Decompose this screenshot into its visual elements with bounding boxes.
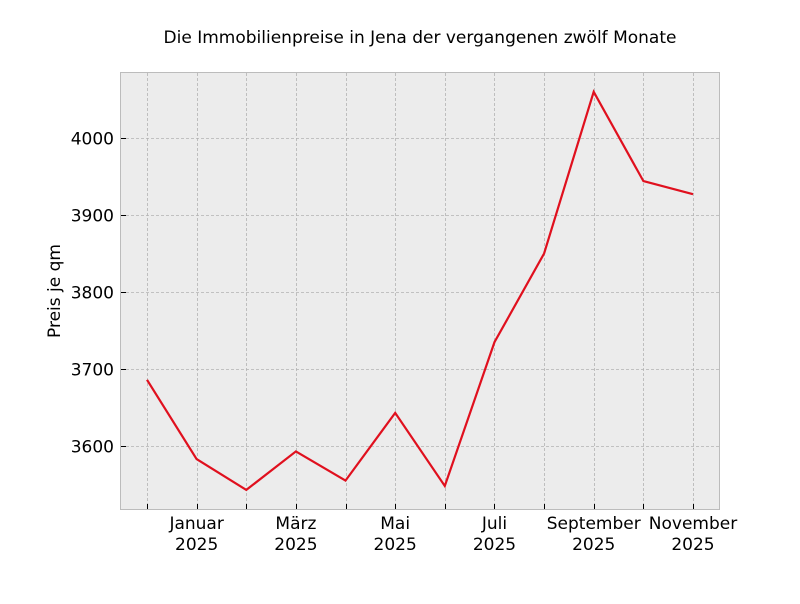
x-tick-label-year: 2025: [175, 535, 218, 555]
x-tick-label-month: Juli: [481, 514, 507, 534]
y-tick-label: 3700: [71, 361, 114, 381]
y-tick-label: 3900: [71, 207, 114, 227]
price-line: [146, 89, 694, 492]
x-tick-label-month: März: [275, 514, 316, 534]
grid-lines: [121, 73, 719, 509]
x-tick-label-month: Mai: [380, 514, 410, 534]
y-axis-ticks: 3600 3700 3800 3900 4000: [71, 130, 126, 458]
y-tick-label: 3800: [71, 284, 114, 304]
y-tick-label: 3600: [71, 438, 114, 458]
x-tick-label-year: 2025: [374, 535, 417, 555]
x-tick-label-month: Januar: [168, 514, 223, 534]
y-axis-label: Preis je qm: [45, 244, 65, 338]
x-tick-label-year: 2025: [671, 535, 714, 555]
plot-area: [120, 72, 720, 510]
data-series: [146, 89, 694, 492]
x-tick-label-month: September: [547, 514, 641, 534]
x-tick-label-year: 2025: [473, 535, 516, 555]
y-tick-label: 4000: [71, 130, 114, 150]
x-tick-label-year: 2025: [274, 535, 317, 555]
x-tick-label-month: November: [649, 514, 737, 534]
chart-title: Die Immobilienpreise in Jena der vergang…: [164, 28, 677, 48]
x-axis-ticks: Januar2025März2025Mai2025Juli2025Septemb…: [147, 504, 737, 555]
plot-frame: [120, 72, 720, 510]
x-tick-label-year: 2025: [572, 535, 615, 555]
